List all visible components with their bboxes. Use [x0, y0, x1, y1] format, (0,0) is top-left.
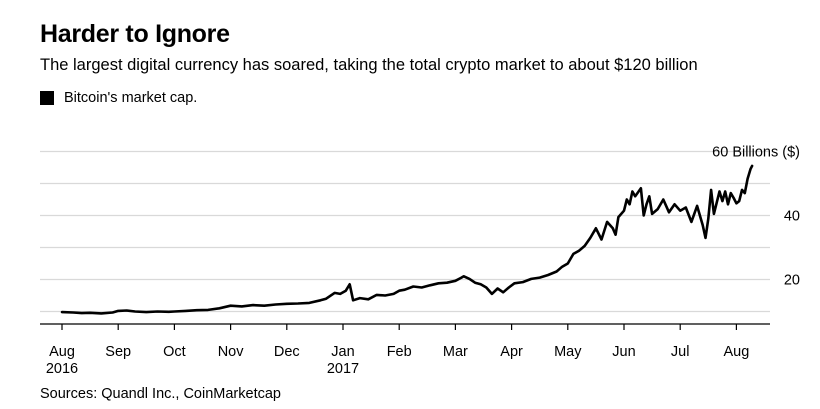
x-tick-label-9: May [554, 344, 582, 360]
y-tick-label-60: 60 Billions ($) [712, 145, 800, 161]
x-tick-label-12: Aug [723, 344, 749, 360]
x-tick-label-5: Jan [331, 344, 354, 360]
series-line-bitcoin-market-cap [60, 164, 754, 315]
legend-label: Bitcoin's market cap. [64, 90, 198, 106]
chart-subtitle: The largest digital currency has soared,… [40, 56, 698, 74]
y-tick-label-40: 40 [784, 209, 800, 225]
x-tick-label-11: Jul [671, 344, 690, 360]
x-tick-label-1: Sep [105, 344, 131, 360]
y-tick-label-20: 20 [784, 273, 800, 289]
x-tick-label-8: Apr [500, 344, 523, 360]
x-tick-label-10: Jun [612, 344, 635, 360]
x-tick-label-0: Aug [49, 344, 75, 360]
x-tick-label-4: Dec [274, 344, 300, 360]
source-note: Sources: Quandl Inc., CoinMarketcap [40, 386, 281, 402]
x-tick-label-6: Feb [387, 344, 412, 360]
x-tick-sublabel-5: 2017 [327, 361, 359, 377]
x-tick-label-3: Nov [218, 344, 245, 360]
legend-swatch [40, 91, 54, 105]
x-tick-label-2: Oct [163, 344, 186, 360]
x-tick-label-7: Mar [443, 344, 468, 360]
legend: Bitcoin's market cap. [40, 90, 197, 106]
x-tick-sublabel-0: 2016 [46, 361, 78, 377]
chart-title: Harder to Ignore [40, 20, 230, 48]
